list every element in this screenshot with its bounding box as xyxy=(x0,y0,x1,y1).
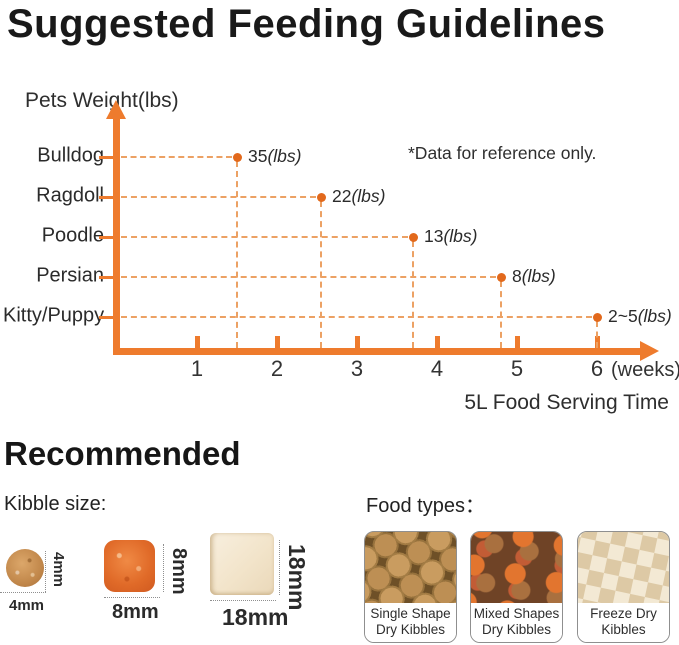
food-card-label-line2: Dry Kibbles xyxy=(481,621,552,637)
x-axis-subtitle: 5L Food Serving Time xyxy=(464,391,669,414)
kibble-18mm-height-label: 18mm xyxy=(284,544,310,611)
data-point xyxy=(496,272,506,282)
y-category-label: Ragdoll xyxy=(36,184,104,207)
page-title: Suggested Feeding Guidelines xyxy=(7,2,606,46)
food-card-label-line1: Mixed Shapes xyxy=(473,606,560,621)
data-point-value: 2~5 xyxy=(608,306,638,327)
food-card-single-shape: Single Shape Dry Kibbles xyxy=(364,531,457,643)
x-axis-tick xyxy=(274,336,280,348)
freeze-dry-kibbles-photo xyxy=(578,532,669,608)
food-card-label: Freeze Dry Kibbles xyxy=(578,603,669,642)
food-card-label-line2: Kibbles xyxy=(601,621,646,637)
data-point-label: 13(lbs) xyxy=(424,226,478,247)
kibble-8mm-width-line xyxy=(104,597,160,598)
kibble-18mm-shape xyxy=(210,533,274,595)
x-tick-label: 4 xyxy=(430,356,444,381)
single-shape-kibbles-photo xyxy=(365,532,456,608)
kibble-4mm-width-line xyxy=(0,592,46,593)
y-axis-arrowhead-icon xyxy=(106,100,126,119)
y-axis-tick xyxy=(99,155,114,159)
y-axis-tick xyxy=(99,315,114,319)
data-point xyxy=(232,152,242,162)
kibble-8mm-height-label: 8mm xyxy=(168,548,190,595)
data-point xyxy=(592,312,602,322)
food-card-label-line2: Dry Kibbles xyxy=(375,621,446,637)
kibble-4mm-shape xyxy=(6,549,44,587)
recommended-heading: Recommended xyxy=(4,435,241,472)
mixed-shapes-kibbles-photo xyxy=(471,532,562,608)
point-h-leader-line xyxy=(121,196,316,198)
food-card-label-line1: Single Shape xyxy=(370,606,451,621)
point-v-leader-line xyxy=(412,241,414,348)
x-tick-label: 1 xyxy=(190,356,204,381)
x-axis-arrowhead-icon xyxy=(640,341,659,361)
y-axis-tick xyxy=(99,195,114,199)
data-point-value: 22 xyxy=(332,186,352,207)
x-axis-line xyxy=(113,348,642,355)
data-point-unit: (lbs) xyxy=(521,266,556,287)
kibble-8mm-height-line xyxy=(163,544,164,592)
data-point-label: 8(lbs) xyxy=(512,266,556,287)
data-point-unit: (lbs) xyxy=(637,306,672,327)
x-tick-label: 2 xyxy=(270,356,284,381)
y-axis-title: Pets Weight(lbs) xyxy=(25,89,179,112)
x-tick-label: 6 xyxy=(590,356,604,381)
y-category-label: Persian xyxy=(36,264,104,287)
point-v-leader-line xyxy=(500,281,502,348)
point-h-leader-line xyxy=(121,316,592,318)
x-axis-tick xyxy=(194,336,200,348)
food-card-mixed-shapes: Mixed Shapes Dry Kibbles xyxy=(470,531,563,643)
food-card-freeze-dry: Freeze Dry Kibbles xyxy=(577,531,670,643)
food-card-label: Mixed Shapes Dry Kibbles xyxy=(471,603,562,642)
x-axis-tick xyxy=(514,336,520,348)
freeze-dry-kibbles-pattern xyxy=(578,532,669,608)
kibble-18mm-width-label: 18mm xyxy=(222,604,289,630)
data-point-value: 13 xyxy=(424,226,444,247)
y-category-label: Poodle xyxy=(41,224,104,247)
kibble-18mm-width-line xyxy=(210,600,276,601)
single-shape-kibbles-pattern xyxy=(365,532,456,608)
y-category-label: Kitty/Puppy xyxy=(3,304,105,327)
feeding-chart: Pets Weight(lbs) *Data for reference onl… xyxy=(0,85,679,430)
kibble-size-label: Kibble size: xyxy=(4,493,107,515)
data-point-value: 35 xyxy=(248,146,268,167)
food-card-label-line1: Freeze Dry xyxy=(590,606,657,621)
x-tick-label: 5 xyxy=(510,356,524,381)
kibble-4mm-height-label: 4mm xyxy=(50,552,67,588)
x-axis-tick xyxy=(354,336,360,348)
point-h-leader-line xyxy=(121,276,496,278)
food-card-label: Single Shape Dry Kibbles xyxy=(365,603,456,642)
kibble-4mm-width-label: 4mm xyxy=(9,597,45,614)
food-types-label: Food types： xyxy=(366,495,485,517)
x-axis-tick xyxy=(434,336,440,348)
x-axis-unit-label: (weeks) xyxy=(611,359,679,381)
kibble-4mm-height-line xyxy=(45,551,46,592)
y-axis-tick xyxy=(99,275,114,279)
data-point-label: 2~5(lbs) xyxy=(608,306,672,327)
kibble-18mm-height-line xyxy=(279,540,280,595)
data-point-label: 22(lbs) xyxy=(332,186,386,207)
kibble-8mm-width-label: 8mm xyxy=(112,601,159,623)
data-point-unit: (lbs) xyxy=(267,146,302,167)
data-point-label: 35(lbs) xyxy=(248,146,302,167)
point-v-leader-line xyxy=(236,161,238,348)
data-point-unit: (lbs) xyxy=(351,186,386,207)
point-h-leader-line xyxy=(121,236,408,238)
data-point xyxy=(408,232,418,242)
x-tick-label: 3 xyxy=(350,356,364,381)
point-h-leader-line xyxy=(121,156,232,158)
y-axis-line xyxy=(113,118,120,355)
chart-note: *Data for reference only. xyxy=(408,143,597,163)
data-point xyxy=(316,192,326,202)
data-point-unit: (lbs) xyxy=(443,226,478,247)
y-category-label: Bulldog xyxy=(37,144,104,167)
kibble-8mm-shape xyxy=(104,540,155,592)
y-axis-tick xyxy=(99,235,114,239)
point-v-leader-line xyxy=(320,201,322,348)
data-point-value: 8 xyxy=(512,266,522,287)
point-v-leader-line xyxy=(596,321,598,348)
mixed-shapes-kibbles-pattern xyxy=(471,532,562,608)
